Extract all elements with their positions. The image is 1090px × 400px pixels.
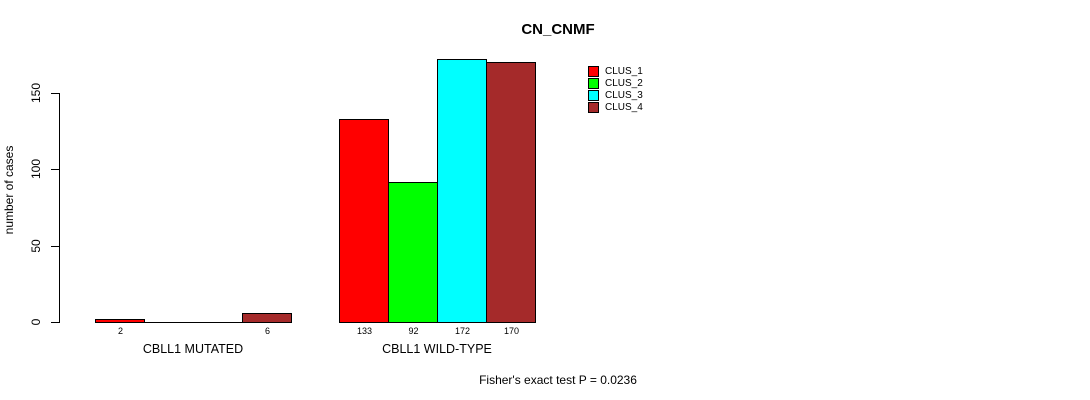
group-label-wild-type: CBLL1 WILD-TYPE [382,342,492,356]
chart-title: CN_CNMF [521,21,595,38]
legend-swatch-icon [588,101,599,113]
annotation-text: Fisher's exact test P = 0.0236 [479,373,637,387]
y-tick-mark [51,93,59,94]
bar-clus_1-mutated [95,319,145,323]
y-tick-mark [51,245,59,247]
y-axis-title: number of cases [2,145,16,235]
bar-clus_3-zero [193,322,243,323]
bar-clus_3-wild-type [437,59,487,323]
y-tick-mark [51,322,59,323]
bar-value-label: 6 [264,326,271,336]
bar-value-label: 170 [503,326,520,336]
bar-clus_1-wild-type [339,119,389,323]
legend-swatch-icon [588,65,599,77]
bar-clus_2-zero [144,322,194,323]
bar-value-label: 2 [117,326,124,336]
group-label-mutated: CBLL1 MUTATED [142,342,244,356]
bar-clus_2-wild-type [388,182,438,323]
legend-label: CLUS_4 [605,101,643,113]
legend-row-clus_4: CLUS_4 [588,101,643,113]
legend-label: CLUS_2 [605,77,643,89]
legend: CLUS_1 CLUS_2 CLUS_3 CLUS_4 [588,65,643,113]
legend-row-clus_2: CLUS_2 [588,77,643,89]
bar-value-label: 172 [454,326,471,336]
legend-row-clus_1: CLUS_1 [588,65,643,77]
legend-row-clus_3: CLUS_3 [588,89,643,101]
bar-clus_4-wild-type [486,62,536,323]
y-tick-label: 150 [29,82,43,104]
legend-swatch-icon [588,77,599,89]
legend-swatch-icon [588,89,599,101]
y-tick-label: 0 [29,318,43,326]
legend-label: CLUS_1 [605,65,643,77]
bar-value-label: 92 [408,326,419,336]
y-tick-label: 50 [29,238,43,253]
y-axis-line [59,93,60,323]
bar-clus_4-mutated [242,313,292,323]
legend-label: CLUS_3 [605,89,643,101]
bar-value-label: 133 [356,326,373,336]
y-tick-label: 100 [29,159,43,180]
y-tick-mark [51,169,59,171]
